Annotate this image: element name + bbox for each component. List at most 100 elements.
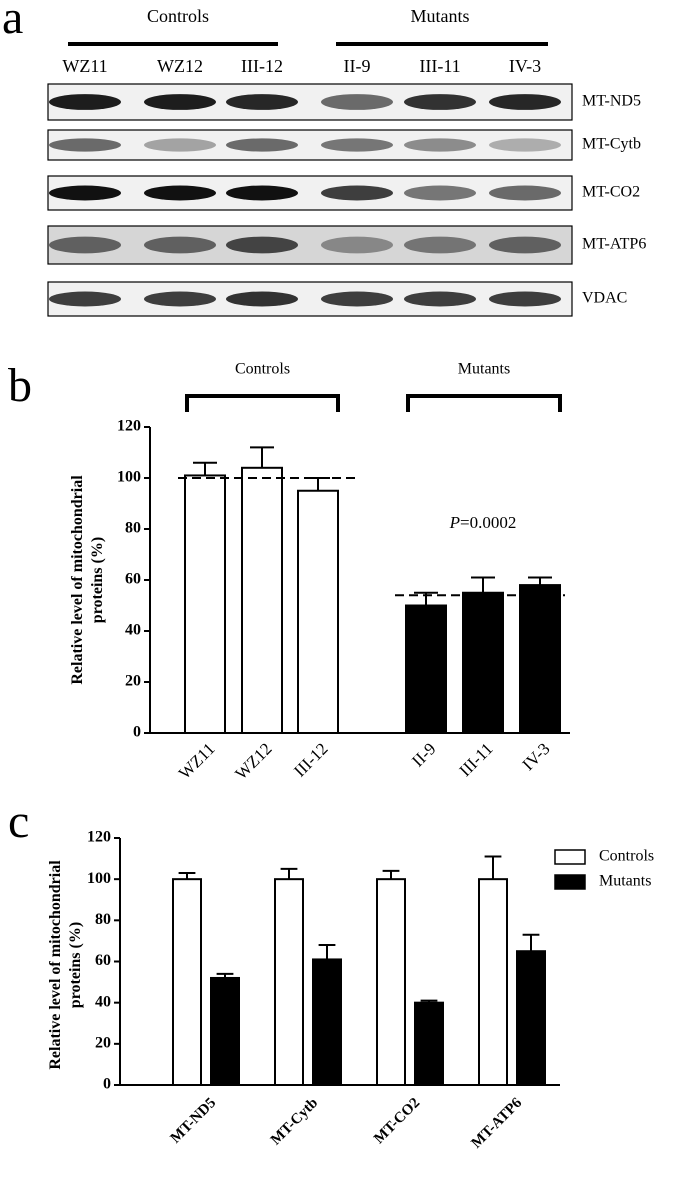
error-bar — [193, 461, 217, 476]
error-bar — [484, 855, 502, 880]
blot-band — [404, 185, 476, 201]
bar — [462, 591, 504, 734]
lane-label: IV-3 — [509, 56, 541, 76]
blot-band — [49, 138, 121, 152]
annotation: P=0.0002 — [449, 513, 517, 532]
x-tick-label: MT-Cytb — [268, 1095, 321, 1148]
annotation-italic: P — [449, 513, 460, 532]
blot-band — [489, 138, 561, 152]
bar — [405, 604, 447, 734]
blot-band — [489, 94, 561, 110]
error-bar — [382, 869, 400, 880]
group-bracket — [406, 394, 562, 412]
blot-strip — [47, 281, 573, 317]
y-axis-label-line: Relative level of mitochondrial — [69, 475, 86, 685]
lane-label: III-12 — [241, 56, 283, 76]
lane-label: III-11 — [419, 56, 460, 76]
group-label: Controls — [147, 6, 209, 26]
y-tick-label: 40 — [95, 993, 111, 1010]
x-tick-label: MT-ATP6 — [469, 1095, 526, 1152]
protein-label: VDAC — [582, 290, 627, 307]
protein-label: MT-Cytb — [582, 136, 641, 153]
lane-label: WZ11 — [62, 56, 107, 76]
legend-swatch — [554, 874, 586, 890]
bar — [478, 878, 508, 1087]
y-tick-label: 80 — [125, 520, 141, 537]
blot-band — [49, 291, 121, 307]
x-tick-label: IV-3 — [519, 739, 554, 774]
x-tick-label: III-12 — [290, 739, 331, 780]
legend-label: Mutants — [599, 873, 651, 890]
blot-strip — [47, 83, 573, 121]
blot-band — [321, 185, 393, 201]
error-bar — [420, 999, 438, 1003]
panel-label: b — [8, 359, 32, 412]
error-bar — [318, 944, 336, 960]
blot-band — [49, 94, 121, 110]
bar — [274, 878, 304, 1087]
x-tick-label: MT-ND5 — [168, 1095, 220, 1147]
panel-label: c — [8, 795, 29, 848]
bar — [414, 1001, 444, 1087]
blot-band — [489, 291, 561, 307]
group-label: Controls — [235, 361, 290, 378]
lane-label: WZ12 — [157, 56, 203, 76]
error-bar — [306, 477, 330, 491]
y-axis-label-line: Relative level of mitochondrial — [47, 860, 64, 1070]
bar — [184, 474, 226, 734]
y-tick-label: 20 — [125, 673, 141, 690]
bar — [516, 950, 546, 1086]
blot-band — [226, 236, 298, 254]
legend-label: Controls — [599, 848, 654, 865]
error-bar — [522, 933, 540, 952]
blot-band — [321, 236, 393, 254]
bar — [297, 489, 339, 734]
blot-band — [321, 94, 393, 110]
y-axis-label-line: proteins (%) — [89, 537, 106, 623]
error-bar — [528, 576, 552, 586]
blot-band — [226, 138, 298, 152]
blot-band — [404, 291, 476, 307]
error-bar — [216, 972, 234, 978]
y-tick-label: 60 — [125, 571, 141, 588]
y-tick-label: 80 — [95, 911, 111, 928]
blot-strip — [47, 129, 573, 161]
blot-band — [144, 291, 216, 307]
bar — [312, 958, 342, 1086]
blot-strip — [47, 175, 573, 211]
x-tick-label: II-9 — [408, 739, 439, 770]
annotation-text: =0.0002 — [460, 513, 516, 532]
y-tick-label: 40 — [125, 622, 141, 639]
y-axis-label-line: proteins (%) — [67, 922, 84, 1008]
blot-band — [144, 138, 216, 152]
y-tick-label: 100 — [117, 469, 141, 486]
bar — [241, 466, 283, 734]
x-tick-label: III-11 — [456, 739, 497, 780]
y-tick-label: 60 — [95, 952, 111, 969]
bar — [519, 584, 561, 734]
x-tick-label: WZ12 — [231, 739, 275, 783]
error-bar — [250, 446, 274, 468]
blot-band — [49, 236, 121, 254]
blot-band — [144, 236, 216, 254]
bar — [376, 878, 406, 1087]
y-tick-label: 120 — [87, 829, 111, 846]
y-axis-label: Relative level of mitochondrial proteins … — [69, 475, 106, 685]
blot-strip — [47, 225, 573, 265]
blot-band — [226, 185, 298, 201]
blot-band — [489, 236, 561, 254]
y-axis-label: Relative level of mitochondrial proteins … — [47, 860, 84, 1070]
blot-band — [144, 185, 216, 201]
protein-label: MT-CO2 — [582, 184, 640, 201]
error-bar — [178, 871, 196, 880]
error-bar — [471, 576, 495, 593]
x-tick-label: MT-CO2 — [371, 1095, 423, 1147]
legend-swatch — [554, 849, 586, 865]
blot-band — [404, 138, 476, 152]
blot-band — [226, 291, 298, 307]
blot-band — [144, 94, 216, 110]
blot-band — [404, 236, 476, 254]
x-tick-label: WZ11 — [175, 739, 219, 783]
error-bar — [280, 867, 298, 880]
